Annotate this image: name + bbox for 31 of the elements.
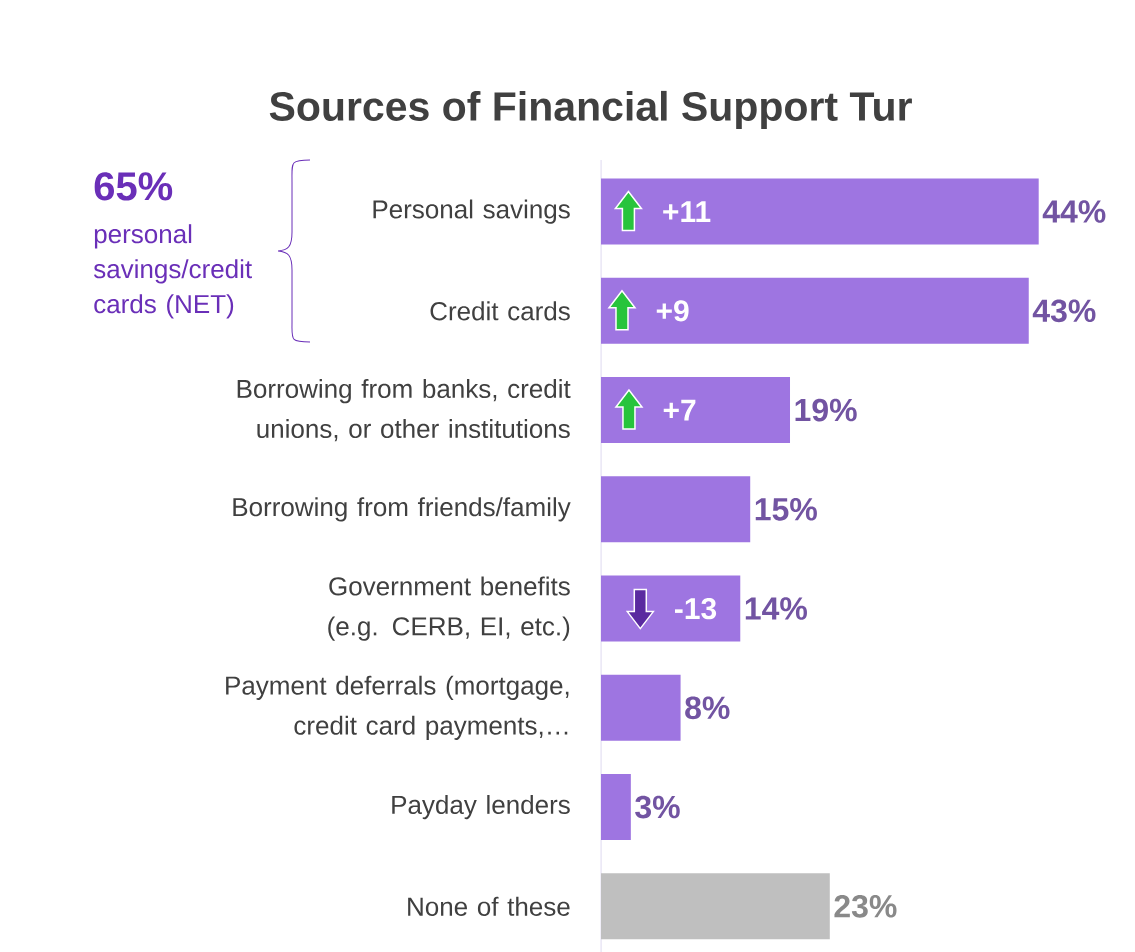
- y-tick-label: Payday lenders: [392, 794, 570, 819]
- y-tick-label: Payment deferrals (mortgage, credit card payments,…: [226, 675, 569, 740]
- bar: [601, 476, 751, 543]
- text: 65%: [94, 171, 173, 201]
- bar: [601, 575, 741, 642]
- annotation: +11: [663, 201, 711, 222]
- bar: [601, 277, 1029, 344]
- y-tick-label: Personal savings: [373, 199, 570, 224]
- data-label: 23%: [834, 894, 897, 918]
- annotation: +9: [656, 300, 689, 322]
- y-tick-label: Borrowing from friends/family: [233, 497, 571, 522]
- y-tick-label: Credit cards: [430, 301, 570, 321]
- annotation: +7: [663, 399, 696, 421]
- text: personal savings/credit cards (NET): [93, 223, 252, 319]
- bar: [601, 773, 631, 840]
- data-label: 14%: [745, 597, 807, 620]
- bar: [601, 674, 681, 741]
- annotation: -13: [675, 597, 717, 619]
- data-label: 3%: [635, 795, 680, 819]
- chart-title: Sources of Financial Support Tur: [269, 90, 912, 129]
- data-label: 15%: [755, 497, 817, 521]
- data-label: 44%: [1042, 200, 1106, 223]
- y-tick-label: Borrowing from banks, credit unions, or other institutions: [237, 378, 571, 441]
- y-tick-label: None of these: [408, 896, 570, 916]
- bar: [601, 376, 791, 443]
- y-tick-label: Government benefits (e.g. CERB, EI, etc.): [328, 576, 570, 641]
- bar: [601, 178, 1039, 245]
- data-label: 43%: [1032, 299, 1096, 322]
- data-label: 19%: [795, 398, 857, 422]
- bar: [601, 873, 830, 940]
- data-label: 8%: [685, 696, 730, 719]
